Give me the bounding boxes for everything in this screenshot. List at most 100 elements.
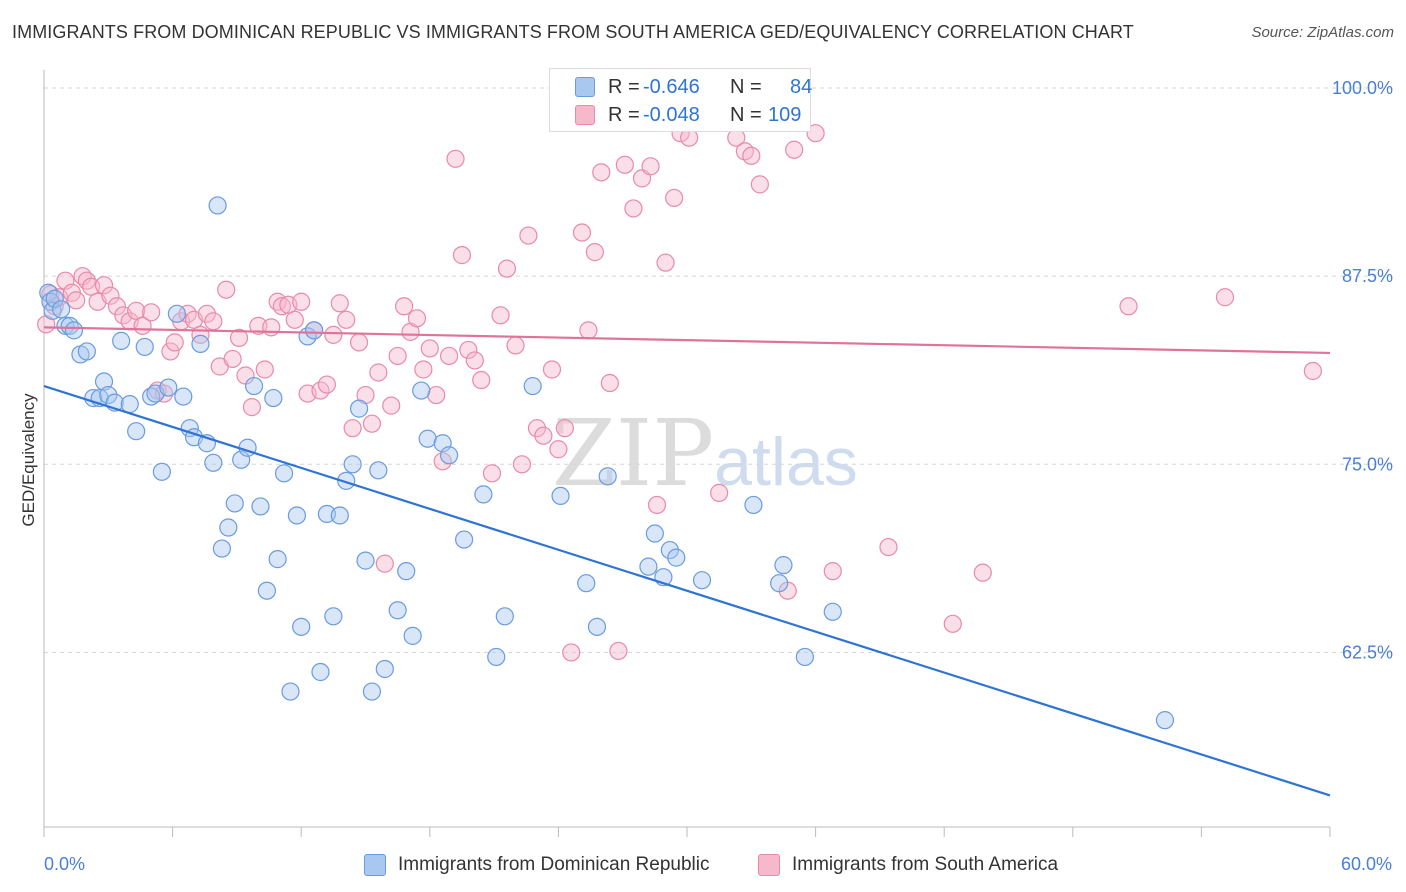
data-point-south-america — [806, 124, 825, 143]
data-point-dominican — [418, 429, 437, 448]
legend-swatch-pink — [758, 854, 780, 876]
data-point-south-america — [491, 306, 510, 325]
data-point-south-america — [600, 373, 619, 393]
data-point-dominican — [337, 471, 356, 490]
legend-r-value: -0.048 — [643, 103, 700, 126]
data-point-south-america — [579, 321, 598, 340]
data-point-south-america — [943, 614, 962, 633]
data-point-south-america — [742, 146, 761, 165]
data-point-dominican — [112, 331, 131, 350]
data-point-dominican — [362, 682, 382, 701]
data-point-dominican — [287, 506, 307, 525]
legend-r-label: R = — [608, 103, 640, 126]
legend-r-label: R = — [608, 75, 640, 98]
data-point-south-america — [452, 246, 472, 265]
data-point-dominican — [159, 378, 178, 397]
data-point-dominican — [403, 626, 422, 645]
data-point-south-america — [262, 318, 281, 337]
data-point-dominican — [264, 388, 283, 408]
data-point-south-america — [427, 385, 446, 405]
y-tick-label: 87.5% — [1342, 266, 1393, 286]
data-point-south-america — [229, 328, 249, 347]
legend-n-label: N = — [730, 103, 762, 126]
data-point-south-america — [165, 333, 184, 352]
data-point-south-america — [665, 188, 684, 208]
data-point-south-america — [549, 440, 568, 459]
data-point-dominican — [439, 446, 459, 465]
data-point-dominican — [174, 387, 193, 406]
legend-swatch-pink — [575, 105, 595, 125]
data-point-south-america — [512, 455, 532, 474]
data-point-dominican — [64, 321, 84, 340]
legend-r-value: -0.646 — [643, 75, 700, 98]
data-point-south-america — [785, 140, 804, 159]
watermark: ZIPatlas — [552, 400, 858, 507]
data-point-dominican — [304, 321, 324, 340]
data-point-south-america — [94, 276, 114, 295]
data-point-dominican — [204, 453, 223, 472]
data-point-dominican — [577, 574, 596, 593]
data-point-south-america — [388, 346, 407, 366]
data-point-south-america — [624, 199, 643, 218]
data-point-south-america — [67, 291, 86, 310]
trend-line-dominican — [43, 384, 1331, 797]
data-point-dominican — [292, 617, 311, 636]
data-point-dominican — [587, 617, 607, 636]
data-point-dominican — [1155, 711, 1175, 730]
data-point-dominican — [639, 557, 658, 576]
source-label: Source: ZipAtlas.com — [1251, 24, 1394, 41]
data-point-south-america — [562, 643, 581, 662]
data-point-south-america — [527, 419, 547, 438]
data-point-dominican — [268, 550, 287, 569]
data-point-south-america — [255, 360, 274, 379]
data-point-dominican — [212, 539, 231, 558]
bottom-legend-south-america: Immigrants from South America — [758, 852, 1058, 878]
data-point-dominican — [474, 485, 493, 504]
data-point-south-america — [197, 304, 216, 323]
data-point-dominican — [324, 607, 343, 626]
data-point-dominican — [257, 581, 277, 600]
data-point-south-america — [1215, 288, 1235, 307]
data-point-south-america — [272, 297, 292, 316]
data-point-south-america — [542, 360, 562, 379]
legend-swatch-blue — [364, 854, 386, 876]
data-point-south-america — [204, 312, 223, 331]
data-point-south-america — [497, 259, 517, 278]
data-point-dominican — [356, 551, 375, 570]
data-point-south-america — [482, 464, 502, 483]
data-point-dominican — [770, 574, 789, 593]
x-tick-label: 60.0% — [1341, 854, 1392, 874]
trend-line-south-america — [43, 326, 1331, 355]
legend-row-dominican: R = -0.646 N = 84 — [550, 73, 813, 101]
data-point-south-america — [465, 351, 484, 370]
data-point-dominican — [369, 461, 388, 480]
data-point-south-america — [1119, 297, 1138, 316]
legend-n-value: 84 — [790, 75, 813, 98]
legend-swatch-blue — [575, 77, 595, 97]
data-point-south-america — [292, 292, 311, 311]
data-point-south-america — [349, 333, 369, 352]
data-point-south-america — [382, 396, 401, 415]
data-point-dominican — [94, 372, 114, 391]
data-point-dominican — [208, 196, 227, 215]
data-point-south-america — [375, 554, 394, 573]
data-point-dominican — [45, 289, 64, 308]
data-point-dominican — [551, 486, 570, 506]
data-point-dominican — [823, 602, 842, 621]
data-point-south-america — [750, 175, 769, 194]
data-point-south-america — [414, 360, 433, 379]
data-point-dominican — [311, 662, 330, 682]
watermark-atlas: atlas — [714, 424, 858, 500]
data-point-dominican — [692, 571, 712, 590]
data-point-dominican — [152, 462, 171, 481]
legend-row-south-america: R = -0.048 N = 109 — [550, 101, 810, 129]
data-point-south-america — [217, 280, 236, 299]
data-point-south-america — [823, 562, 842, 581]
data-point-south-america — [362, 414, 382, 433]
data-point-dominican — [251, 497, 270, 516]
data-point-dominican — [330, 506, 349, 525]
data-point-south-america — [369, 363, 388, 382]
data-point-dominican — [56, 316, 75, 335]
data-point-south-america — [459, 340, 478, 360]
data-point-dominican — [412, 381, 431, 400]
